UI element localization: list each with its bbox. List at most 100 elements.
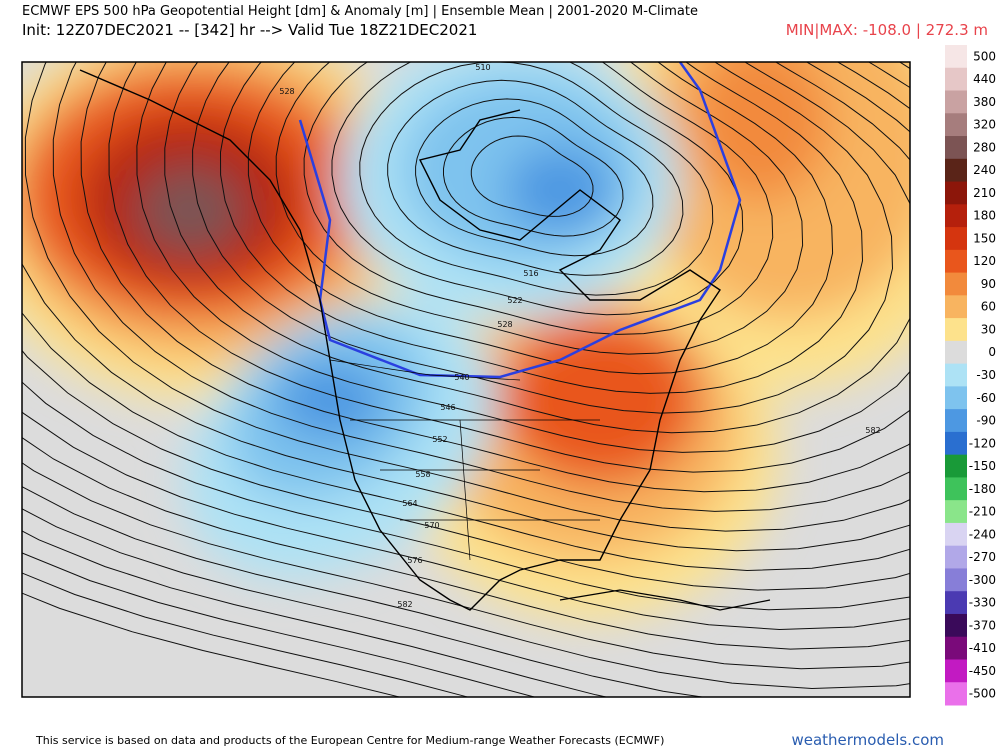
contour-line	[22, 486, 910, 690]
contour-line	[24, 62, 910, 532]
colorbar-swatch	[945, 45, 967, 69]
colorbar-swatch	[945, 204, 967, 228]
colorbar-swatch	[945, 363, 967, 387]
colorbar-label: -210	[969, 505, 996, 519]
colorbar-swatch	[945, 340, 967, 365]
colorbar-swatch	[945, 591, 967, 615]
contour-labels: 510 528 516 522 528 540 546 552 558 564 570 576 582 5…	[279, 63, 880, 609]
colorbar-label: 500	[973, 49, 996, 63]
colorbar-swatch	[945, 113, 967, 137]
colorbar-label: 120	[973, 254, 996, 268]
colorbar-label: -300	[969, 573, 996, 587]
colorbar-label: -410	[969, 641, 996, 655]
colorbar-swatch	[945, 568, 967, 592]
contour-line	[22, 262, 910, 552]
contour-label: 582	[397, 600, 412, 609]
colorbar-swatch	[945, 318, 967, 342]
footer-text: This service is based on data and produc…	[36, 734, 665, 747]
init-line: Init: 12Z07DEC2021 -- [342] hr --> Valid…	[22, 21, 478, 39]
colorbar-label: 180	[973, 209, 996, 223]
contour-label: 546	[440, 403, 455, 412]
colorbar-swatch	[945, 522, 967, 547]
borders	[329, 359, 600, 561]
colorbar-label: -60	[976, 391, 996, 405]
colorbar-label: -330	[969, 596, 996, 610]
colorbar-swatch	[945, 181, 967, 205]
colorbar-swatch	[945, 636, 967, 660]
contour-line	[470, 135, 594, 217]
contour-line	[22, 437, 910, 650]
contour-line	[136, 62, 910, 453]
contour-line	[22, 462, 910, 670]
contour-label: 582	[865, 426, 880, 435]
colorbar-label: -30	[976, 368, 996, 382]
colorbar-label: -150	[969, 459, 996, 473]
colorbar-label: -120	[969, 436, 996, 450]
colorbar-swatch	[945, 431, 967, 456]
caribbean	[559, 589, 771, 611]
colorbar-label: -240	[969, 527, 996, 541]
contour-line	[247, 62, 834, 375]
colorbar-swatch	[945, 659, 967, 683]
colorbar-label: 90	[981, 277, 996, 291]
colorbar-label: 210	[973, 186, 996, 200]
colorbar-swatch	[945, 613, 967, 638]
min-max: MIN|MAX: -108.0 | 272.3 m	[785, 21, 988, 39]
colorbar-label: 30	[981, 322, 996, 336]
colorbar-label: 60	[981, 300, 996, 314]
colorbar-label: -180	[969, 482, 996, 496]
contour-line	[219, 62, 864, 394]
map-frame	[21, 61, 911, 698]
colorbar-swatch	[945, 500, 967, 524]
colorbar-label: 0	[988, 345, 996, 359]
colorbar-swatch	[945, 682, 967, 706]
contour-line	[164, 62, 910, 434]
contour-line	[331, 62, 744, 316]
site-link[interactable]: weathermodels.com	[791, 731, 944, 749]
colorbar-swatch	[945, 545, 967, 569]
contour-label: 552	[432, 435, 447, 444]
colorbar-label: 280	[973, 140, 996, 154]
contour-label: 570	[424, 521, 439, 530]
contour-label: 528	[279, 87, 294, 96]
contour-line	[52, 62, 910, 512]
contour-label: 510	[475, 63, 490, 72]
contour-line	[80, 62, 910, 493]
colorbar-label: -90	[976, 414, 996, 428]
colorbar-swatch	[945, 477, 967, 501]
contour-label: 558	[415, 470, 430, 479]
colorbar-swatch	[945, 158, 967, 183]
contour-label: 516	[523, 269, 538, 278]
map-title: ECMWF EPS 500 hPa Geopotential Height [d…	[22, 4, 698, 19]
colorbar-label: 440	[973, 72, 996, 86]
colorbar-swatch	[945, 409, 967, 433]
contour-line	[443, 116, 624, 237]
contour-label: 540	[454, 373, 469, 382]
contour-line	[415, 98, 654, 257]
contour-line	[22, 349, 910, 591]
colorbar-swatch	[945, 272, 967, 296]
colorbar-label: -370	[969, 618, 996, 632]
colorbar-label: 380	[973, 95, 996, 109]
colorbar-swatch	[945, 386, 967, 410]
colorbar-swatch	[945, 249, 967, 274]
contour-line	[108, 62, 910, 473]
colorbar: 500 440 380 320 280 240 210 180 150 120 90 60 30 0 -30…	[945, 45, 996, 706]
contour-label: 564	[402, 499, 417, 508]
colorbar-swatch	[945, 227, 967, 251]
colorbar-label: 150	[973, 231, 996, 245]
contour-line	[192, 62, 894, 414]
colorbar-swatch	[945, 295, 967, 319]
colorbar-swatch	[945, 67, 967, 92]
colorbar-swatch	[945, 136, 967, 160]
contour-label: 576	[407, 556, 422, 565]
contour-line	[275, 62, 804, 355]
colorbar-swatch	[945, 454, 967, 478]
contour-line	[303, 62, 774, 335]
colorbar-label: 240	[973, 163, 996, 177]
colorbar-swatch	[945, 90, 967, 114]
contour-line	[22, 381, 910, 611]
